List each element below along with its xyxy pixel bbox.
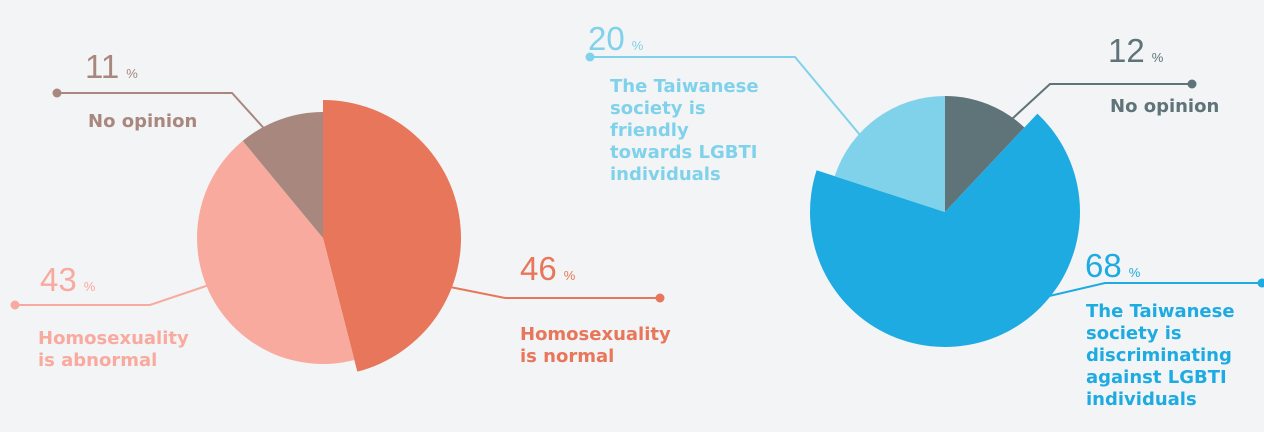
unit: % — [1151, 50, 1164, 65]
unit: % — [1128, 265, 1141, 280]
value-label: 12% — [1108, 34, 1163, 67]
unit: % — [631, 38, 644, 53]
category-label: Homosexuality is normal — [520, 324, 671, 367]
leader-line — [57, 92, 271, 136]
pie-slice — [323, 100, 462, 372]
pie-slice — [834, 96, 945, 212]
unit: % — [83, 279, 96, 294]
value-label: 20% — [588, 22, 643, 55]
leader-dot — [1187, 79, 1197, 89]
value: 12 — [1108, 32, 1145, 69]
value: 46 — [520, 250, 557, 287]
category-label: The Taiwanese society is friendly toward… — [610, 76, 759, 185]
value-label: 11% — [85, 50, 138, 83]
leader-dot — [10, 300, 20, 310]
value-label: 46% — [520, 252, 575, 285]
category-label: The Taiwanese society is discriminating … — [1086, 301, 1235, 410]
unit: % — [563, 268, 576, 283]
value-label: 43% — [40, 263, 95, 296]
value: 68 — [1085, 247, 1122, 284]
leader-line — [999, 83, 1192, 131]
category-label: No opinion — [1110, 96, 1220, 117]
unit: % — [126, 66, 138, 81]
category-label: No opinion — [88, 111, 198, 132]
value-label: 68% — [1085, 249, 1140, 282]
leader-dot — [655, 293, 665, 303]
value: 43 — [40, 261, 77, 298]
pie-slice — [809, 113, 1080, 348]
leader-dot — [1257, 278, 1264, 288]
leader-dot — [585, 52, 595, 62]
pie-slice — [242, 112, 323, 238]
leader-line — [590, 56, 861, 136]
leader-line — [15, 282, 216, 306]
leader-line — [449, 286, 660, 299]
pie-slice — [196, 140, 355, 364]
leader-dot — [52, 88, 62, 98]
leader-line — [1044, 282, 1262, 298]
category-label: Homosexuality is abnormal — [38, 328, 189, 371]
value: 20 — [588, 20, 625, 57]
value: 11 — [85, 48, 120, 85]
